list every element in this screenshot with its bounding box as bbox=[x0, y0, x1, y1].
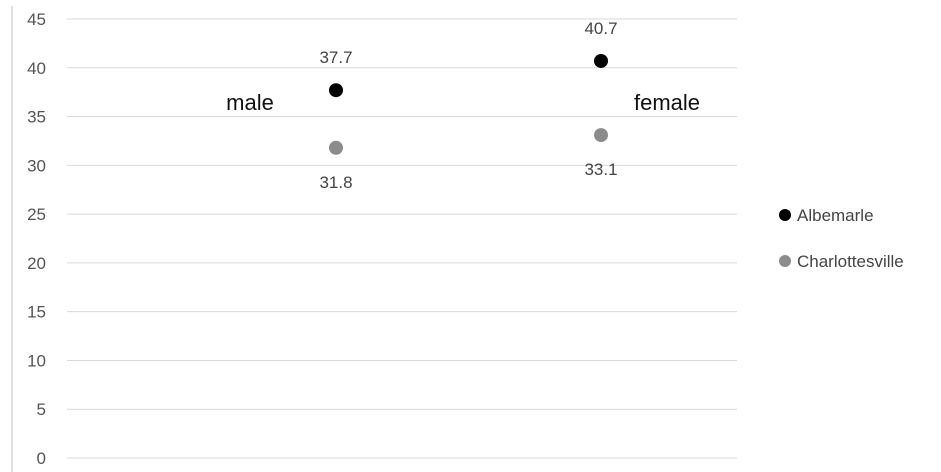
point-albemarle-female bbox=[594, 53, 608, 68]
y-tick-label-5: 5 bbox=[37, 400, 46, 419]
y-tick-label-40: 40 bbox=[27, 59, 46, 78]
gridlines bbox=[67, 18, 737, 459]
data-label-charlottesville-male: 31.8 bbox=[319, 173, 352, 192]
data-label-albemarle-female: 40.7 bbox=[584, 19, 617, 38]
y-tick-label-20: 20 bbox=[27, 254, 46, 273]
y-tick-label-15: 15 bbox=[27, 303, 46, 322]
y-tick-label-30: 30 bbox=[27, 156, 46, 175]
point-charlottesville-female bbox=[594, 128, 608, 143]
y-tick-label-45: 45 bbox=[27, 10, 46, 29]
y-tick-label-25: 25 bbox=[27, 205, 46, 224]
legend-label-albemarle: Albemarle bbox=[797, 206, 874, 225]
legend-marker-albemarle bbox=[779, 209, 791, 221]
data-label-charlottesville-female: 33.1 bbox=[584, 160, 617, 179]
data-label-albemarle-male: 37.7 bbox=[319, 48, 352, 67]
point-charlottesville-male bbox=[329, 140, 343, 155]
category-label-female: female bbox=[634, 90, 700, 115]
y-axis-tick-labels: 0 5 10 15 20 25 30 35 40 45 bbox=[27, 10, 46, 468]
legend: Albemarle Charlottesville bbox=[779, 206, 904, 271]
point-albemarle-male bbox=[329, 83, 343, 98]
data-labels: 37.7 40.7 31.8 33.1 bbox=[319, 19, 617, 192]
category-annotations: male female bbox=[226, 90, 700, 115]
y-tick-label-10: 10 bbox=[27, 351, 46, 370]
y-tick-label-35: 35 bbox=[27, 108, 46, 127]
legend-label-charlottesville: Charlottesville bbox=[797, 252, 904, 271]
legend-marker-charlottesville bbox=[779, 255, 791, 267]
category-label-male: male bbox=[226, 90, 274, 115]
y-tick-label-0: 0 bbox=[37, 449, 46, 468]
data-points bbox=[329, 53, 608, 155]
